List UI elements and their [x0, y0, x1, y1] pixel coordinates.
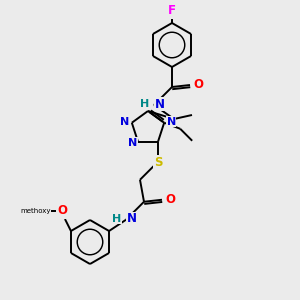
- Text: H: H: [112, 214, 121, 224]
- Text: N: N: [128, 138, 138, 148]
- Text: N: N: [127, 212, 137, 225]
- Text: S: S: [154, 156, 162, 169]
- Text: O: O: [193, 77, 203, 91]
- Text: H: H: [140, 99, 149, 109]
- Text: N: N: [155, 98, 165, 110]
- Text: F: F: [168, 4, 176, 17]
- Text: O: O: [165, 193, 175, 206]
- Text: O: O: [57, 205, 67, 218]
- Text: methoxy: methoxy: [20, 208, 51, 214]
- Text: N: N: [167, 117, 176, 127]
- Text: N: N: [120, 117, 130, 127]
